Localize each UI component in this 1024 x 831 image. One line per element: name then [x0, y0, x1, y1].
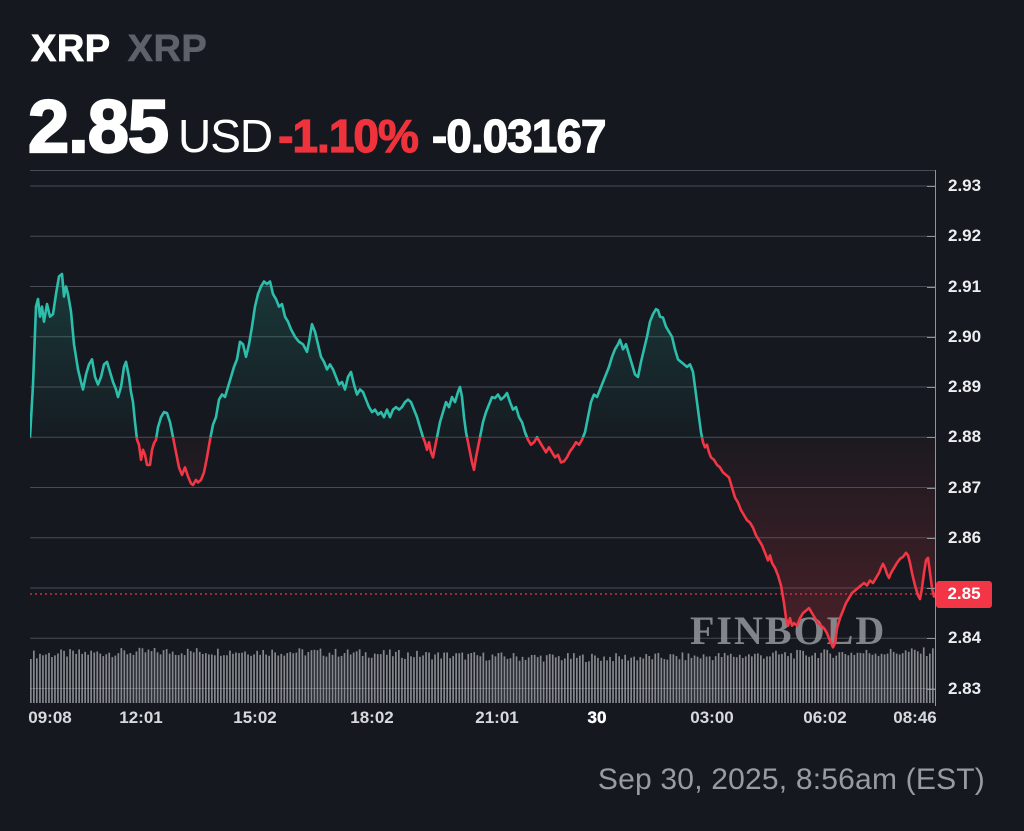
y-axis-label: 2.90: [948, 326, 982, 346]
volume-bars: [30, 647, 934, 703]
asset-ticker-secondary: XRP: [127, 28, 208, 71]
y-axis-label: 2.93: [948, 176, 982, 195]
x-axis-label: 21:01: [475, 708, 519, 727]
y-axis-tick: [927, 236, 936, 238]
y-axis-label: 2.91: [948, 276, 982, 296]
x-axis-label: 09:08: [28, 708, 72, 727]
current-price-badge: 2.85: [936, 580, 992, 608]
watermark-text: FINBOLD: [690, 608, 886, 653]
y-axis-label: 2.83: [948, 678, 982, 698]
chart-plot-area: FINBOLD 2.93 2.92 2.91 2.90 2.89 2.88 2.87 2.86…: [28, 170, 1024, 727]
y-axis-tick: [927, 437, 936, 439]
price-change-percent: -1.10%: [278, 109, 420, 162]
price-change-absolute: -0.03167: [431, 109, 607, 162]
y-axis-tick: [927, 487, 936, 489]
y-axis-tick: [927, 336, 936, 338]
y-axis-label: 2.89: [948, 377, 982, 396]
x-axis-label: 06:02: [803, 708, 847, 727]
y-axis-label: 2.84: [948, 628, 982, 648]
y-axis-tick: [927, 186, 936, 187]
y-axis-tick: [927, 688, 936, 690]
x-axis-label: 30: [587, 708, 607, 727]
y-axis-tick: [927, 638, 936, 640]
y-axis-label: 2.88: [948, 427, 982, 447]
x-axis-label: 08:46: [893, 708, 937, 727]
y-axis-label: 2.87: [948, 477, 982, 497]
y-axis-tick: [927, 286, 936, 288]
price-row: 2.85 USD -1.10% -0.03167: [27, 84, 607, 169]
price-value: 2.85: [27, 84, 170, 169]
price-chart[interactable]: FINBOLD: [30, 170, 935, 706]
x-axis-label: 15:02: [233, 708, 277, 727]
x-axis-label: 18:02: [350, 708, 394, 727]
y-axis-label: 2.86: [948, 527, 982, 547]
chart-timestamp: Sep 30, 2025, 8:56am (EST): [597, 763, 985, 796]
symbol-row: XRP XRP: [31, 28, 207, 71]
y-axis-tick: [927, 588, 936, 589]
price-line-down: [30, 437, 935, 649]
y-axis-tick: [927, 387, 936, 388]
x-axis-label: 12:01: [119, 708, 163, 727]
y-axis-label: 2.92: [948, 226, 982, 246]
asset-ticker: XRP: [31, 28, 111, 71]
y-axis-tick: [927, 537, 936, 539]
price-line-up: [30, 272, 704, 438]
x-axis-label: 03:00: [690, 708, 734, 727]
price-currency: USD: [178, 110, 273, 162]
